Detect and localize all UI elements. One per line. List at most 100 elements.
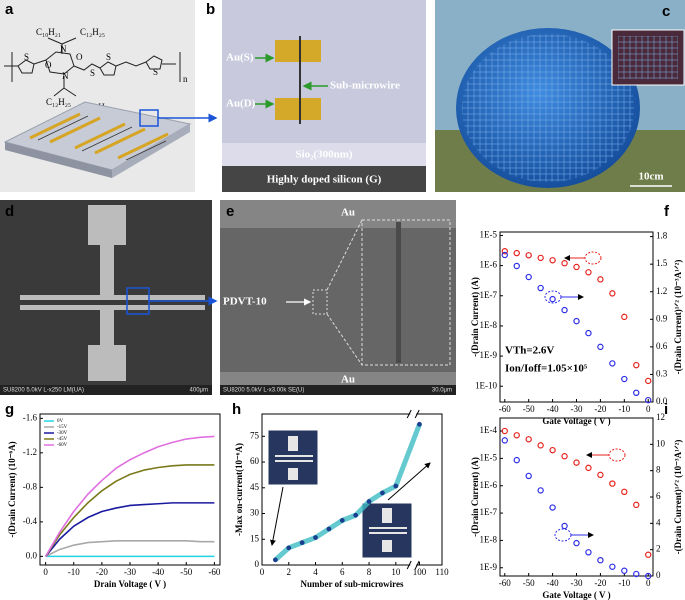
data-point bbox=[645, 551, 652, 558]
x-tick-label: -40 bbox=[547, 578, 559, 588]
chart-decor bbox=[544, 251, 626, 542]
x-tick-label: -30 bbox=[124, 567, 136, 577]
x-tick-label: -20 bbox=[594, 578, 606, 588]
substrate-side bbox=[5, 142, 112, 178]
panel-d: SU8200 5.0kV L-x250 LM(UA) 400μm bbox=[0, 200, 218, 395]
data-point bbox=[573, 539, 580, 547]
annotation: Ion/Ioff=1.05×10⁵ bbox=[505, 363, 588, 375]
molecule bbox=[4, 37, 181, 97]
label: Au bbox=[341, 374, 355, 386]
y2-tick-label: 1.2 bbox=[656, 286, 667, 296]
data-point bbox=[645, 572, 652, 580]
sem-info: SU8200 5.0kV L-x3.00k SE(U) bbox=[223, 388, 304, 394]
zoom-line bbox=[326, 313, 363, 366]
data-point bbox=[501, 248, 508, 255]
y-tick-label: 1E-7 bbox=[480, 507, 498, 517]
data-point bbox=[549, 257, 556, 264]
y2-tick-label: 4 bbox=[656, 517, 661, 527]
data-point bbox=[525, 273, 532, 281]
data-point bbox=[621, 375, 628, 383]
panel-label: c bbox=[662, 3, 670, 20]
y-tick-label: 1E-4 bbox=[480, 425, 498, 435]
legend-label: -15V bbox=[57, 425, 68, 430]
y-tick-label: -0.4 bbox=[23, 516, 38, 526]
y-tick-label: 1E-7 bbox=[480, 290, 498, 300]
data-point bbox=[501, 427, 508, 435]
axis-break bbox=[406, 560, 420, 570]
x-tick-label: -10 bbox=[618, 404, 630, 414]
data-point bbox=[585, 464, 592, 472]
y2-tick-label: 12 bbox=[656, 412, 665, 422]
sem-scale: 400μm bbox=[190, 388, 208, 394]
x-tick-label: 8 bbox=[367, 567, 372, 577]
y-tick-label: 75 bbox=[250, 430, 260, 440]
data-point bbox=[633, 361, 640, 369]
data-point bbox=[353, 512, 359, 518]
data-point bbox=[609, 480, 616, 487]
annotation: VTh=2.6V bbox=[505, 345, 554, 357]
y2-tick-label: 0.6 bbox=[656, 341, 668, 351]
atom: S bbox=[106, 52, 111, 62]
data-point bbox=[549, 446, 556, 454]
data-point bbox=[585, 269, 592, 276]
data-point bbox=[633, 389, 640, 397]
data-point bbox=[513, 456, 520, 464]
data-point bbox=[501, 251, 508, 259]
series-line bbox=[44, 464, 215, 557]
data-point bbox=[585, 329, 592, 337]
info-bar bbox=[0, 385, 212, 395]
panel-e: Au Au PDVT-10 SU8200 5.0kV L-x3.00k SE(U… bbox=[220, 200, 456, 395]
data-point bbox=[561, 453, 568, 460]
electrode bbox=[275, 40, 321, 62]
data-point bbox=[621, 488, 628, 496]
data-point bbox=[513, 249, 520, 257]
y-tick-label: 1E-10 bbox=[475, 380, 497, 390]
series-line bbox=[44, 435, 215, 557]
y2-tick-label: 0.0 bbox=[656, 396, 668, 406]
panel-label: a bbox=[5, 1, 14, 18]
data-point bbox=[561, 260, 568, 267]
atom: S bbox=[153, 67, 158, 77]
x-tick-label: 0 bbox=[646, 578, 651, 588]
h-insets bbox=[267, 429, 431, 559]
panel-label: e bbox=[226, 203, 234, 220]
data-point bbox=[597, 343, 604, 351]
repeat-unit: n bbox=[183, 74, 188, 84]
label: Au(D) bbox=[226, 98, 256, 110]
y2-tick-label: 6 bbox=[656, 491, 661, 501]
atom: O bbox=[76, 52, 83, 62]
zoom-line bbox=[326, 219, 363, 291]
y-axis-label: -(Drain Current) (A) bbox=[470, 457, 480, 537]
y-tick-label: 0.0 bbox=[26, 550, 38, 560]
plot-frame bbox=[499, 417, 654, 577]
sem-image bbox=[220, 200, 456, 395]
data-point bbox=[513, 262, 520, 270]
data-point bbox=[561, 522, 568, 530]
x-tick-label: 100 bbox=[413, 567, 427, 577]
y-tick-label: 1E-9 bbox=[480, 562, 498, 572]
x-tick-label: -30 bbox=[571, 578, 583, 588]
x-tick-label: -60 bbox=[208, 567, 220, 577]
y-tick-label: 45 bbox=[250, 482, 260, 492]
x-tick-label: -20 bbox=[96, 567, 108, 577]
x-tick-label: -30 bbox=[571, 404, 583, 414]
axis-break bbox=[410, 561, 417, 569]
atom: N bbox=[60, 44, 67, 54]
y2-axis-label: -(Drain Current)¹ᐟ² (10⁻³A¹ᐟ²) bbox=[673, 440, 683, 555]
plot-frame bbox=[261, 413, 443, 566]
data-point bbox=[549, 504, 556, 511]
x-tick-label: -50 bbox=[180, 567, 192, 577]
axis-break bbox=[406, 409, 420, 419]
atom: S bbox=[90, 68, 95, 78]
panel-c: 10cm bbox=[435, 0, 685, 192]
x-tick-label: -60 bbox=[499, 578, 511, 588]
atom: O bbox=[45, 60, 52, 70]
x-tick-label: 0 bbox=[260, 567, 265, 577]
zoom-box bbox=[361, 219, 451, 366]
data-point bbox=[537, 487, 544, 494]
panel-label: g bbox=[5, 401, 14, 418]
legend-label: 0V bbox=[57, 419, 64, 424]
data-point bbox=[513, 432, 520, 439]
x-tick-label: -60 bbox=[499, 404, 511, 414]
